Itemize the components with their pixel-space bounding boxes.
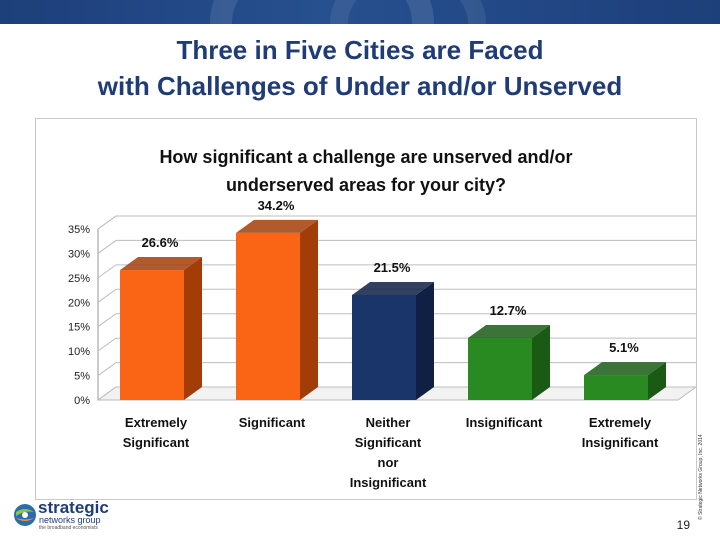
bar-chart: How significant a challenge are unserved… xyxy=(68,147,696,490)
bar-side xyxy=(184,257,202,400)
bar xyxy=(584,375,648,400)
copyright-text: © Strategic Networks Group, Inc. 2014 xyxy=(698,434,704,520)
company-logo: strategic networks group the broadband e… xyxy=(12,496,152,536)
logo-tagline: the broadband economists xyxy=(39,525,98,531)
logo-word-strategic: strategic xyxy=(38,498,109,517)
data-label: 21.5% xyxy=(374,260,411,275)
y-tick-label: 10% xyxy=(68,346,90,358)
gridline xyxy=(97,239,696,254)
y-tick-label: 35% xyxy=(68,224,90,236)
gridline xyxy=(97,288,696,303)
bar xyxy=(236,232,300,400)
bar-top xyxy=(584,362,666,376)
globe-swirl-icon xyxy=(14,504,36,526)
data-label: 34.2% xyxy=(258,198,295,213)
y-tick-label: 5% xyxy=(74,371,90,383)
chart-title-line: underserved areas for your city? xyxy=(226,175,506,195)
x-tick-label: Insignificant xyxy=(582,435,659,450)
slide-title-line-1: Three in Five Cities are Faced xyxy=(176,35,544,65)
x-tick-label: Insignificant xyxy=(350,475,427,490)
logo-word-networks-group: networks group xyxy=(39,515,101,525)
x-tick-label: Insignificant xyxy=(466,415,543,430)
bar-side xyxy=(416,281,434,400)
chart-frame: How significant a challenge are unserved… xyxy=(35,118,697,500)
data-label: 5.1% xyxy=(609,340,639,355)
bar-top xyxy=(352,281,434,295)
bar-top xyxy=(236,219,318,233)
bar-top xyxy=(120,257,202,271)
banner-swirl-decoration-2 xyxy=(330,0,486,24)
slide-title-line-2: with Challenges of Under and/or Unserved xyxy=(97,71,623,101)
page-number: 19 xyxy=(676,518,690,532)
y-tick-label: 20% xyxy=(68,297,90,309)
gridline xyxy=(97,313,696,328)
x-tick-label: Significant xyxy=(355,435,422,450)
x-tick-label: Extremely xyxy=(589,415,652,430)
top-banner xyxy=(0,0,720,24)
x-tick-label: nor xyxy=(378,455,399,470)
y-tick-label: 15% xyxy=(68,322,90,334)
x-tick-label: Extremely xyxy=(125,415,188,430)
bar xyxy=(352,294,416,400)
data-label: 26.6% xyxy=(142,235,179,250)
x-tick-label: Neither xyxy=(366,415,411,430)
bar-side xyxy=(648,362,666,400)
x-tick-label: Significant xyxy=(123,435,190,450)
bar xyxy=(120,270,184,400)
y-tick-label: 25% xyxy=(68,273,90,285)
bar-side xyxy=(300,219,318,400)
data-label: 12.7% xyxy=(490,303,527,318)
y-tick-label: 0% xyxy=(74,395,90,407)
gridline xyxy=(97,215,696,230)
y-tick-label: 30% xyxy=(68,248,90,260)
x-tick-label: Significant xyxy=(239,415,306,430)
slide-title: Three in Five Cities are Faced with Chal… xyxy=(0,32,720,104)
bar-side xyxy=(532,324,550,400)
gridline xyxy=(97,264,696,279)
bar xyxy=(468,337,532,400)
bar-top xyxy=(468,324,550,338)
chart-title-line: How significant a challenge are unserved… xyxy=(159,147,572,167)
copyright-notice: © Strategic Networks Group, Inc. 2014 xyxy=(698,434,708,520)
